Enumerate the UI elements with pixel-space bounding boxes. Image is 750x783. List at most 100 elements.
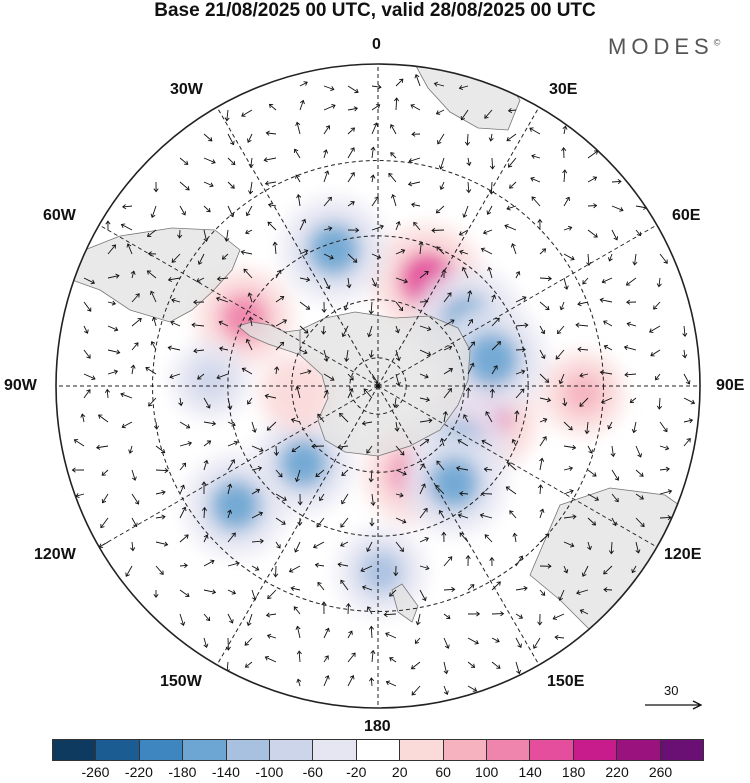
wind-vector-head-24 (265, 130, 270, 136)
wind-vector-head-21 (208, 137, 213, 142)
wind-vector-27 (347, 127, 355, 135)
wind-vector-1 (323, 85, 334, 90)
wind-vector-89 (463, 205, 469, 218)
wind-vector-208 (419, 325, 431, 330)
wind-vector-head-80 (245, 211, 251, 217)
wind-vector-head-370 (568, 466, 574, 472)
wind-vector-head-145 (115, 273, 120, 279)
wind-vector-head-86 (390, 193, 396, 199)
wind-vector-head-62 (324, 170, 330, 175)
wind-vector-head-160 (461, 266, 467, 272)
wind-vector-head-77 (181, 211, 186, 216)
wind-vector-head-354 (181, 462, 187, 467)
wind-vector-398 (635, 493, 644, 500)
wind-vector-175 (216, 297, 229, 303)
wind-vector-head-291 (546, 397, 552, 403)
wind-vector-head-519 (495, 638, 500, 643)
wind-scale-label: 30 (664, 683, 679, 698)
wind-vector-head-113 (482, 229, 488, 235)
wind-vector-241 (578, 348, 589, 351)
colorbar-tick-label-12: 220 (605, 764, 629, 780)
wind-vector-254 (275, 366, 278, 375)
wind-vector-head-189 (559, 306, 565, 311)
wind-vector-head-460 (448, 556, 453, 561)
wind-vector-head-453 (273, 573, 279, 578)
wind-vector-200 (219, 321, 229, 327)
wind-vector-head-83 (327, 196, 332, 202)
wind-vector-head-356 (230, 459, 236, 464)
parallel-60s (291, 299, 465, 473)
wind-vector-467 (603, 565, 613, 575)
colorbar-tick-label-5: -60 (302, 764, 323, 780)
wind-vector-31 (437, 133, 445, 145)
wind-vector-head-58 (230, 184, 235, 189)
wind-vector-head-527 (324, 655, 329, 660)
wind-vector-311 (395, 421, 398, 432)
wind-vector-472 (227, 589, 236, 594)
wind-vector-head-146 (130, 270, 136, 275)
wind-vector-head-185 (467, 290, 473, 295)
wind-vector-142 (634, 253, 637, 265)
wind-vector-477 (340, 580, 349, 591)
wind-vector-393 (506, 486, 517, 495)
wind-vector-132 (395, 249, 405, 255)
wind-vector-head-407 (281, 520, 286, 525)
wind-vector-head-212 (524, 322, 529, 328)
wind-vector-332 (275, 445, 278, 456)
wind-vector-head-372 (614, 476, 620, 481)
wind-vector-214 (557, 325, 565, 334)
wind-vector-head-214 (557, 329, 562, 335)
wind-vector-head-64 (370, 174, 376, 179)
wind-vector-head-267 (579, 372, 584, 378)
wind-vector-head-50 (489, 165, 496, 170)
wind-vector-head-139 (570, 255, 575, 261)
wind-vector-head-187 (522, 296, 527, 301)
wind-vector-head-183 (424, 299, 429, 305)
wind-vector-head-220 (86, 354, 91, 359)
colorbar-tick-label-3: -140 (211, 764, 240, 780)
wind-vector-head-521 (533, 644, 538, 649)
wind-vector-head-312 (428, 418, 433, 424)
wind-vector-329 (203, 440, 211, 447)
wind-vector-head-125 (221, 255, 227, 260)
wind-vector-head-343 (542, 436, 547, 441)
colorbar-segment-4 (226, 740, 271, 760)
wind-vector-463 (515, 555, 523, 567)
wind-vector-head-213 (540, 329, 546, 335)
wind-vector-head-15 (393, 97, 400, 102)
wind-vector-125 (222, 253, 229, 260)
wind-vector-head-38 (211, 159, 216, 164)
wind-vector-38 (203, 157, 216, 164)
wind-vector-head-368 (507, 462, 512, 467)
wind-vector-head-123 (171, 258, 176, 263)
wind-vector-193 (653, 301, 661, 310)
wind-vector-149 (196, 277, 205, 283)
wind-vector-head-433 (313, 544, 318, 549)
wind-vector-head-57 (209, 182, 214, 188)
anomaly-core-8 (428, 457, 481, 510)
wind-vector-head-149 (196, 278, 201, 283)
wind-vector-head-142 (632, 261, 638, 266)
wind-vector-head-321 (631, 428, 637, 434)
wind-vector-head-60 (264, 180, 270, 186)
colorbar-tick-label-7: 20 (391, 764, 408, 780)
wind-vector-103 (245, 229, 253, 234)
wind-vector-head-90 (486, 210, 492, 215)
wind-vector-head-518 (474, 640, 479, 645)
wind-vector-head-261 (448, 367, 454, 373)
wind-vector-62 (323, 170, 329, 183)
wind-vector-head-223 (150, 340, 156, 346)
wind-vector-head-143 (663, 259, 668, 264)
wind-vector-head-241 (577, 346, 582, 352)
wind-vector-head-249 (145, 366, 150, 372)
wind-vector-298 (81, 414, 85, 423)
wind-vector-head-98 (120, 223, 126, 229)
wind-vector-22 (227, 133, 234, 145)
wind-vector-head-507 (203, 643, 209, 648)
wind-vector-head-419 (572, 514, 577, 520)
wind-vector-336 (366, 445, 373, 454)
wind-vector-head-404 (201, 506, 208, 512)
wind-vector-137 (511, 243, 517, 255)
colorbar-tick-label-2: -180 (168, 764, 197, 780)
wind-vector-347 (635, 445, 642, 458)
